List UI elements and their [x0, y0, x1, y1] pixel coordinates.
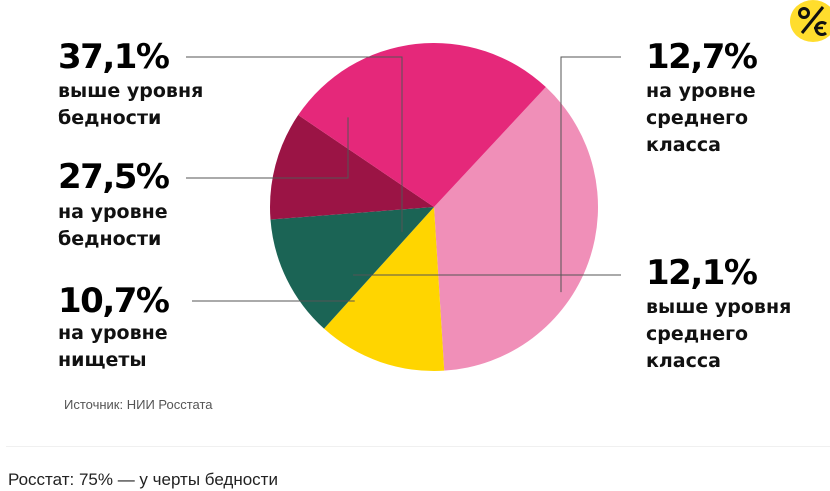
leader-line — [560, 56, 621, 293]
percent-euro-logo — [790, 0, 830, 42]
label-middle-pct: 12,7% — [646, 37, 758, 77]
source-note: Источник: НИИ Росстата — [64, 397, 213, 412]
label-above-poverty-pct: 37,1% — [58, 37, 170, 77]
leader-line — [186, 56, 403, 232]
label-poverty-pct: 27,5% — [58, 157, 170, 197]
chart-panel: 37,1% выше уровня бедности 27,5% на уров… — [6, 0, 830, 447]
percent-euro-icon — [798, 6, 827, 36]
label-poverty-text: на уровне бедности — [58, 201, 168, 250]
label-destitution-pct: 10,7% — [58, 281, 170, 321]
figure-caption: Росстат: 75% — у черты бедности — [8, 470, 278, 489]
leader-line — [186, 117, 349, 179]
pie-chart — [186, 43, 621, 371]
pie-slice — [434, 87, 598, 371]
label-middle-text: на уровне среднего класса — [646, 80, 756, 156]
label-above-poverty-text: выше уровня бедности — [58, 80, 204, 129]
label-above-middle-text: выше уровня среднего класса — [646, 296, 792, 372]
pie-slice — [270, 115, 434, 220]
label-above-middle-pct: 12,1% — [646, 253, 758, 293]
pie-slice — [324, 207, 445, 371]
label-destitution-text: на уровне нищеты — [58, 322, 168, 371]
pie-slice — [270, 207, 434, 329]
pie-slice — [298, 43, 546, 207]
